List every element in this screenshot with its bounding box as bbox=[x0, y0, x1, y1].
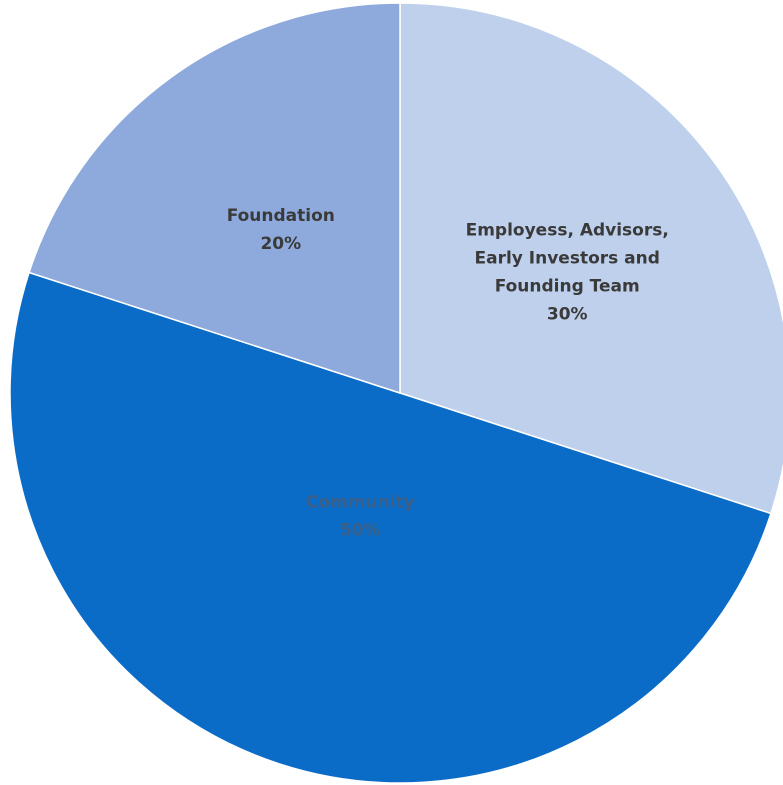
slice-category-label: Employess, Advisors, bbox=[466, 221, 669, 241]
slice-value-label: 30% bbox=[547, 305, 588, 325]
slice-value-label: 50% bbox=[340, 520, 381, 540]
slice-category-label: Early Investors and bbox=[475, 249, 660, 269]
slice-category-label: Foundation bbox=[227, 206, 335, 226]
slice-category-label: Founding Team bbox=[495, 277, 640, 297]
slice-category-label: Community bbox=[306, 492, 415, 512]
slice-value-label: 20% bbox=[260, 234, 301, 254]
